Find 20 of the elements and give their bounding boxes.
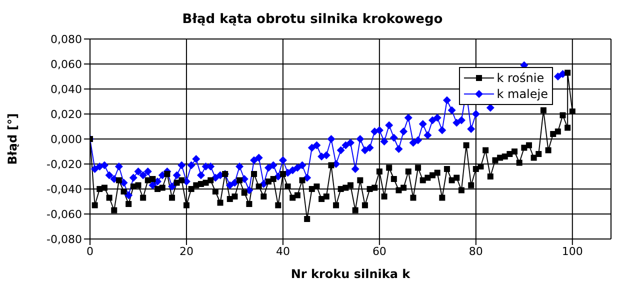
x-axis-title: Nr kroku silnika k — [290, 267, 412, 281]
x-tick-label: 100 — [562, 244, 583, 258]
legend-label: k maleje — [496, 86, 548, 102]
y-tick-label: -0,060 — [46, 208, 82, 221]
x-tick-label: 0 — [86, 244, 94, 258]
x-tick-label: 20 — [179, 244, 194, 258]
y-tick-label: 0,080 — [50, 32, 82, 46]
y-tick-label: -0,020 — [46, 158, 82, 171]
x-tick-label: 60 — [372, 244, 386, 258]
x-tick-label: 40 — [276, 244, 290, 258]
y-tick-label: 0,060 — [50, 58, 82, 71]
legend-label: k rośnie — [496, 70, 544, 86]
y-tick-label: 0,020 — [50, 108, 82, 121]
x-tick-label: 80 — [468, 244, 483, 258]
y-tick-label: 0,000 — [50, 132, 82, 146]
chart-title: Błąd kąta obrotu silnika krokowego — [181, 12, 444, 27]
y-tick-label: -0,040 — [46, 182, 82, 196]
y-tick-label: -0,080 — [46, 232, 82, 246]
y-tick-label: 0,040 — [50, 82, 82, 96]
y-axis-title: Błąd [°] — [5, 113, 20, 165]
